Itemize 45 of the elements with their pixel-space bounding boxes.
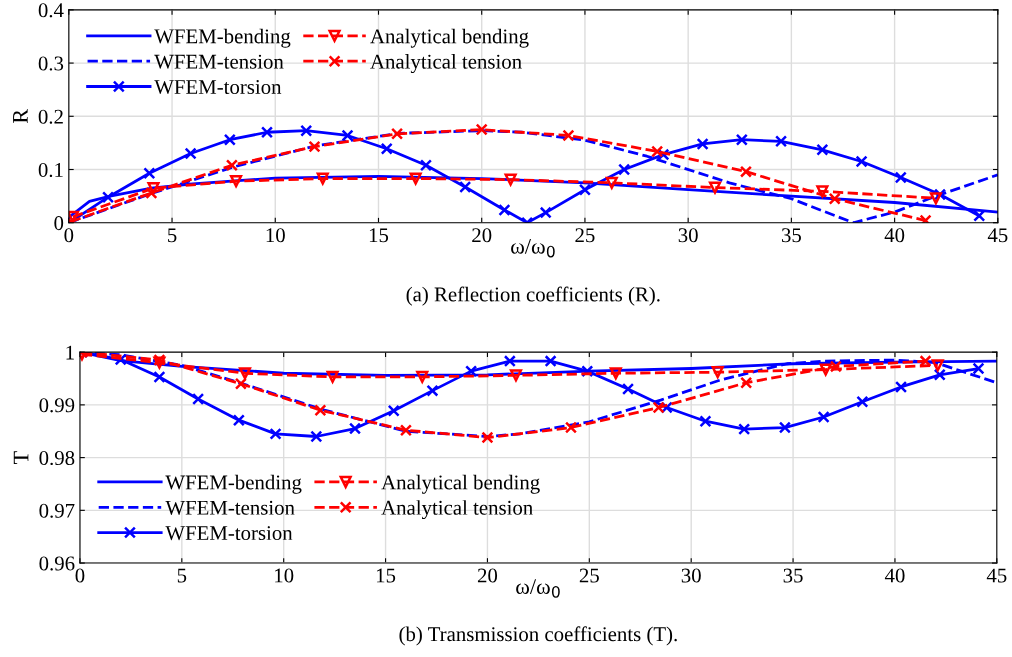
y-axis-title: R — [13, 108, 28, 124]
y-tick-label: 0.3 — [38, 56, 64, 71]
x-tick-label: 25 — [575, 228, 595, 243]
x-tick-label: 20 — [477, 568, 498, 583]
y-tick-label: 0.2 — [38, 109, 63, 124]
legend-label: WFEM-tension — [165, 500, 295, 515]
legend-label: Analytical tension — [370, 54, 522, 74]
y-tick-label: 0.1 — [38, 162, 63, 178]
x-tick-label: 0 — [75, 568, 85, 583]
text: (a) Reflection coefficients (R). — [406, 286, 660, 306]
x-tick-label: 40 — [884, 568, 905, 583]
x-tick-label: 45 — [986, 568, 1007, 583]
legend-label: WFEM-torsion — [165, 526, 293, 541]
x-tick-label: 30 — [678, 228, 698, 243]
legend-label: Analytical bending — [381, 474, 540, 494]
x-tick-label: 5 — [168, 228, 177, 243]
y-tick-label: 0.99 — [39, 398, 75, 413]
x-tick-label: 10 — [266, 228, 285, 243]
y-tick-label: 0.96 — [39, 556, 75, 571]
text: (b) Transmission coefficients (T). — [399, 626, 677, 646]
legend-label: Analytical tension — [381, 500, 533, 520]
legend-label: WFEM-tension — [154, 54, 284, 69]
y-tick-label: 0 — [54, 216, 64, 231]
x-tick-label: 20 — [472, 228, 492, 243]
y-tick-label: 0.97 — [39, 503, 75, 518]
y-tick-label: 1 — [66, 345, 74, 360]
x-tick-label: 5 — [177, 568, 187, 583]
legend-label: WFEM-torsion — [154, 79, 282, 95]
legend-label: WFEM-bending — [154, 28, 291, 48]
x-tick-label: 15 — [376, 568, 396, 583]
y-tick-label: 0.98 — [39, 450, 75, 466]
x-tick-label: 35 — [781, 228, 801, 243]
x-tick-label: 15 — [369, 228, 389, 243]
x-tick-label: 25 — [579, 568, 599, 583]
x-axis-title: ω/ω$_{0}$ — [516, 579, 560, 598]
y-axis-title: T — [13, 451, 29, 464]
x-tick-label: 30 — [681, 568, 701, 583]
x-axis-title: ω/ω$_{0}$ — [511, 238, 555, 258]
legend-label: WFEM-bending — [165, 474, 302, 494]
x-tick-label: 40 — [884, 228, 905, 243]
legend-label: Analytical bending — [370, 28, 529, 48]
x-tick-label: 10 — [275, 568, 294, 583]
y-tick-label: 0.4 — [38, 3, 64, 18]
x-tick-label: 35 — [783, 568, 803, 583]
x-tick-label: 45 — [987, 228, 1008, 243]
